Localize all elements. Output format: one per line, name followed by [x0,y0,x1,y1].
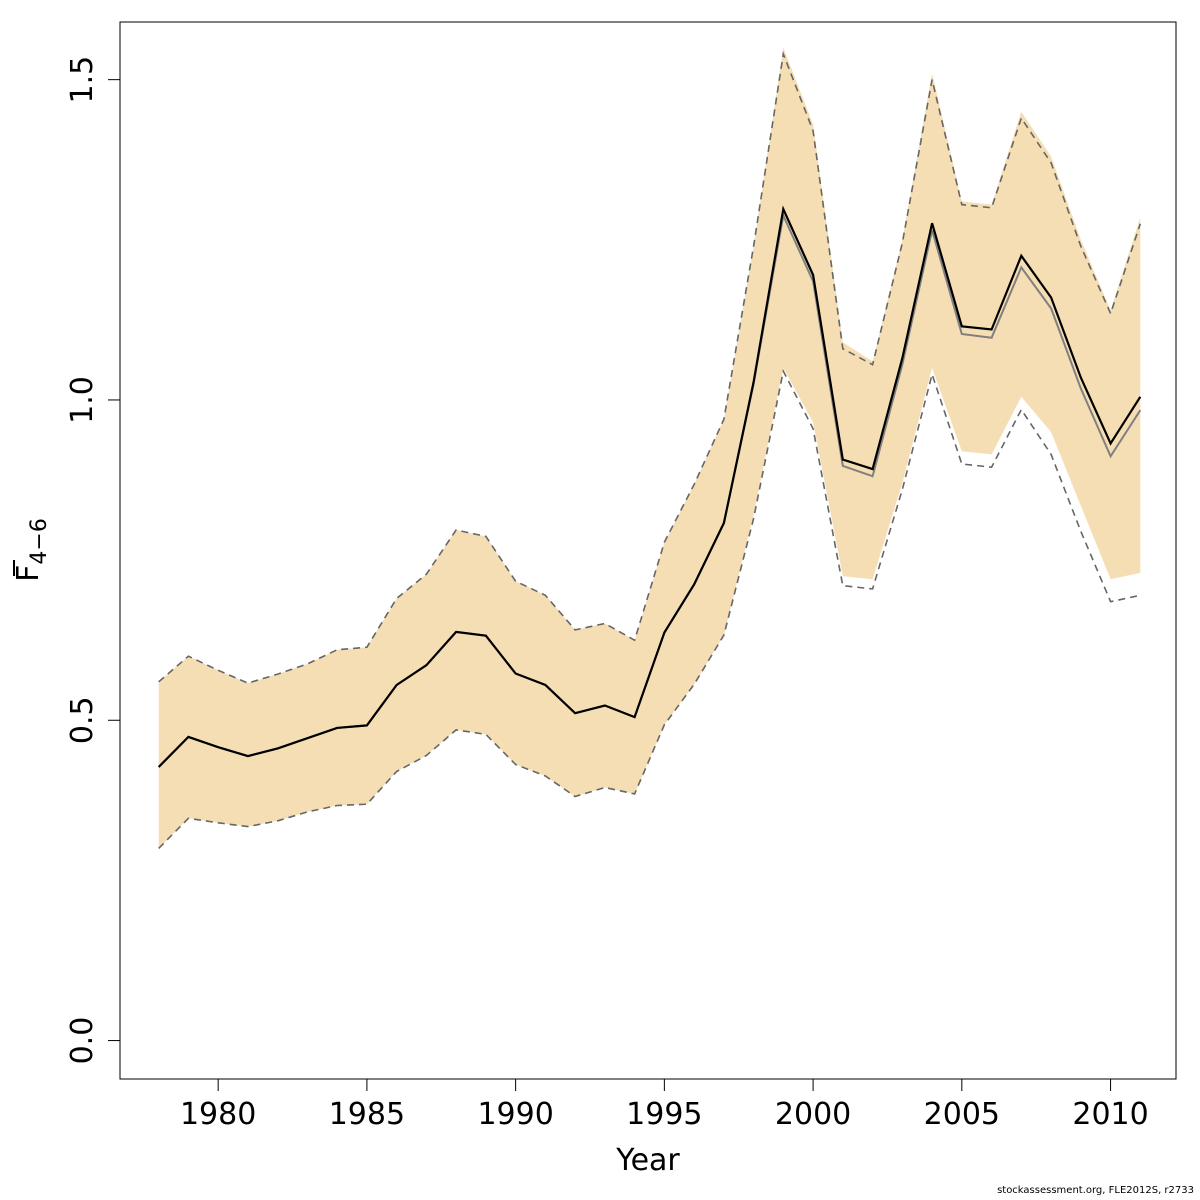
estimate-point [485,635,487,637]
estimate-point [723,522,725,524]
estimate-point [693,583,695,585]
estimate-point [782,208,784,210]
estimate-point [455,631,457,633]
estimate-point [663,631,665,633]
estimate-point [515,672,517,674]
estimate-point [396,684,398,686]
estimate-point [634,716,636,718]
estimate-point [901,357,903,359]
estimate-point [158,766,160,768]
estimate-point [1050,296,1052,298]
previous-ci-lower-line [158,368,1141,849]
x-tick-label: 2005 [924,1097,1000,1132]
previous-ci-upper-line [158,50,1142,684]
estimate-point [1110,443,1112,445]
y-tick-label: 1.0 [65,376,100,424]
x-tick-label: 1985 [329,1097,405,1132]
estimate-point [931,222,933,224]
x-axis-title: Year [615,1143,680,1178]
current-estimate-line [157,205,1142,768]
y-axis-title: F4−6 [11,518,52,582]
y-axis-title-base: F [11,565,46,582]
estimate-point [574,712,576,714]
estimate-point [277,747,279,749]
y-axis: 0.0 0.5 1.0 1.5 [65,56,121,1065]
y-tick-label: 0.0 [65,1017,100,1065]
x-tick-label: 2000 [775,1097,851,1132]
estimate-point [991,328,993,330]
y-axis-title-subscript: 4−6 [27,518,52,564]
estimate-point [336,727,338,729]
estimate-point [812,274,814,276]
svg-text:F4−6: F4−6 [11,518,52,582]
estimate-point [753,381,755,383]
confidence-band [158,47,1141,849]
footer-credit: stockassessment.org, FLE2012S, r2733 [997,1185,1194,1196]
x-tick-label: 1980 [180,1097,256,1132]
estimate-point [187,736,189,738]
x-tick-label: 1995 [626,1097,702,1132]
estimate-point [247,755,249,757]
estimate-point [217,746,219,748]
estimate-point [425,664,427,666]
x-tick-label: 2010 [1072,1097,1148,1132]
estimate-point [1139,396,1141,398]
estimate-point [872,468,874,470]
estimate-point [544,684,546,686]
x-axis: 1980 1985 1990 1995 2000 2005 2010 [180,1078,1149,1132]
estimate-point [604,705,606,707]
estimate-point [842,459,844,461]
y-tick-label: 1.5 [65,56,100,104]
estimate-point [366,724,368,726]
estimate-point [1020,255,1022,257]
estimate-point [1080,377,1082,379]
x-tick-label: 1990 [477,1097,553,1132]
estimate-point [961,325,963,327]
estimate-point [306,737,308,739]
y-tick-label: 0.5 [65,696,100,744]
